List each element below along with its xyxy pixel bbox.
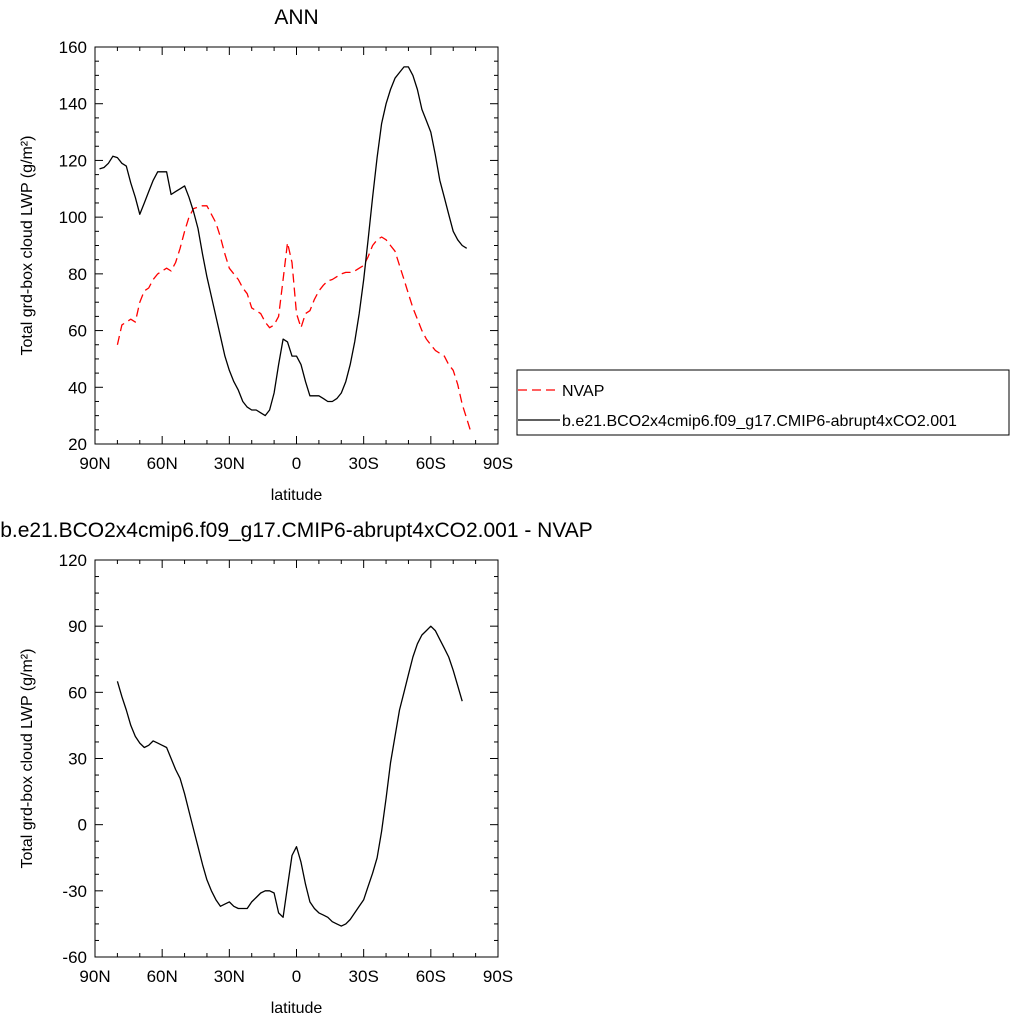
- legend-entry-label: b.e21.BCO2x4cmip6.f09_g17.CMIP6-abrupt4x…: [562, 413, 957, 430]
- y-tick-label: 0: [78, 816, 87, 835]
- x-tick-label: 30S: [349, 967, 379, 986]
- y-tick-label: 80: [68, 265, 87, 284]
- y-tick-label: 100: [59, 208, 87, 227]
- y-tick-label: 140: [59, 95, 87, 114]
- panel-annual-lwp: 90N 60N 30N 0 30S 60S 90S 20 40 60 80 100 120 140 160 A…: [19, 6, 1010, 504]
- y-tick-label: 160: [59, 38, 87, 57]
- y-tick-label: 20: [68, 435, 87, 454]
- series-line-1: [99, 66, 468, 417]
- chart-title: b.e21.BCO2x4cmip6.f09_g17.CMIP6-abrupt4x…: [0, 519, 593, 542]
- y-axis-label: Total grd-box cloud LWP (g/m²): [19, 649, 36, 869]
- x-tick-label: 30N: [214, 454, 245, 473]
- x-tick-label: 30N: [214, 967, 245, 986]
- x-tick-label: 0: [292, 454, 301, 473]
- legend-entry-label: NVAP: [562, 383, 604, 400]
- x-tick-label: 90S: [483, 454, 513, 473]
- y-tick-label: 30: [68, 750, 87, 769]
- x-tick-label: 60N: [147, 454, 178, 473]
- x-tick-label: 60N: [147, 967, 178, 986]
- x-axis-label: latitude: [271, 1000, 323, 1017]
- y-tick-label: 90: [68, 617, 87, 636]
- series-line-0: [116, 625, 463, 927]
- x-tick-label: 90N: [79, 454, 110, 473]
- x-tick-label: 90S: [483, 967, 513, 986]
- x-tick-label: 60S: [416, 967, 446, 986]
- legend-box: [516, 369, 1010, 436]
- x-tick-label: 0: [292, 967, 301, 986]
- x-tick-label: 90N: [79, 967, 110, 986]
- y-tick-label: -60: [62, 948, 87, 967]
- y-tick-label: 120: [59, 551, 87, 570]
- panel-difference-lwp: 90N 60N 30N 0 30S 60S 90S -60 -30 0 30 60 90 120 b.e21…: [0, 519, 593, 1017]
- y-tick-label: 40: [68, 378, 87, 397]
- series-line-0: [116, 205, 472, 433]
- x-axis-label: latitude: [271, 487, 323, 504]
- x-tick-label: 30S: [349, 454, 379, 473]
- legend: NVAP b.e21.BCO2x4cmip6.f09_g17.CMIP6-abru…: [516, 369, 1010, 436]
- y-tick-label: -30: [62, 882, 87, 901]
- chart-title: ANN: [274, 6, 318, 29]
- x-tick-label: 60S: [416, 454, 446, 473]
- y-tick-label: 60: [68, 322, 87, 341]
- y-tick-label: 120: [59, 151, 87, 170]
- y-tick-label: 60: [68, 683, 87, 702]
- y-axis-label: Total grd-box cloud LWP (g/m²): [19, 136, 36, 356]
